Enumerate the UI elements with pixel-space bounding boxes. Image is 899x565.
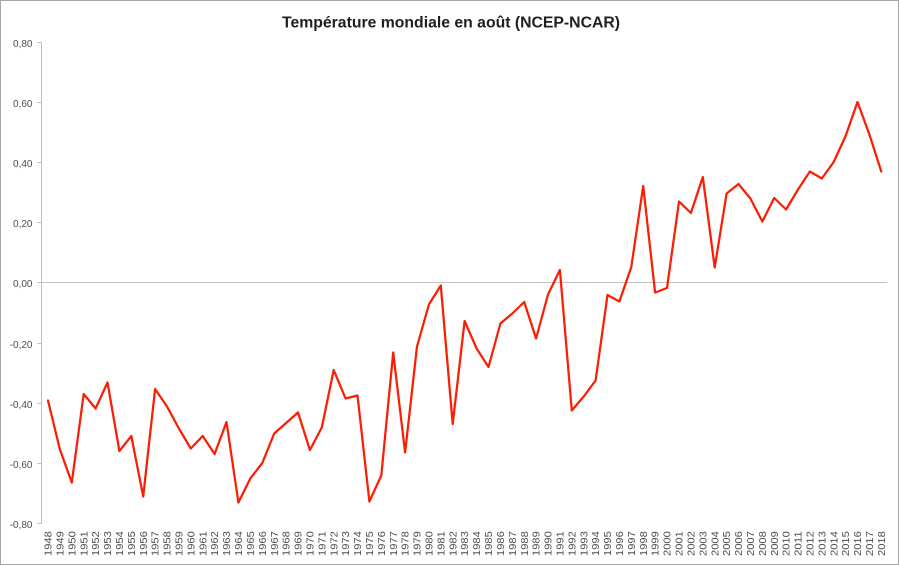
- svg-text:2010: 2010: [782, 531, 793, 556]
- svg-text:1994: 1994: [591, 531, 602, 556]
- svg-text:1957: 1957: [151, 531, 162, 556]
- svg-text:1975: 1975: [365, 531, 376, 556]
- svg-text:1980: 1980: [425, 531, 436, 556]
- svg-text:-0,20: -0,20: [10, 340, 33, 351]
- svg-text:1995: 1995: [603, 531, 614, 556]
- svg-text:1984: 1984: [472, 531, 483, 556]
- svg-text:-0,60: -0,60: [10, 460, 33, 471]
- svg-text:2014: 2014: [829, 531, 840, 556]
- svg-text:1976: 1976: [377, 531, 388, 556]
- svg-text:2008: 2008: [758, 531, 769, 556]
- svg-text:1974: 1974: [353, 531, 364, 556]
- svg-text:1954: 1954: [115, 531, 126, 556]
- svg-text:0,00: 0,00: [13, 279, 33, 290]
- svg-text:2018: 2018: [877, 531, 888, 556]
- svg-text:1982: 1982: [448, 531, 459, 556]
- svg-text:1952: 1952: [91, 531, 102, 556]
- svg-text:1971: 1971: [317, 531, 328, 556]
- svg-text:1977: 1977: [389, 531, 400, 556]
- svg-text:1961: 1961: [198, 531, 209, 556]
- svg-text:1979: 1979: [413, 531, 424, 556]
- svg-text:1958: 1958: [163, 531, 174, 556]
- svg-text:2003: 2003: [698, 531, 709, 556]
- svg-text:1948: 1948: [44, 531, 55, 556]
- svg-text:1989: 1989: [532, 531, 543, 556]
- svg-text:1963: 1963: [222, 531, 233, 556]
- svg-text:1964: 1964: [234, 531, 245, 556]
- svg-text:2016: 2016: [853, 531, 864, 556]
- svg-text:1993: 1993: [579, 531, 590, 556]
- svg-text:1996: 1996: [615, 531, 626, 556]
- svg-text:0,40: 0,40: [13, 159, 33, 170]
- svg-text:1990: 1990: [544, 531, 555, 556]
- svg-text:2001: 2001: [675, 531, 686, 556]
- svg-text:1956: 1956: [139, 531, 150, 556]
- svg-text:2011: 2011: [794, 531, 805, 556]
- svg-text:1955: 1955: [127, 531, 138, 556]
- svg-text:2004: 2004: [710, 531, 721, 556]
- svg-text:1969: 1969: [294, 531, 305, 556]
- svg-text:1973: 1973: [341, 531, 352, 556]
- svg-text:0,20: 0,20: [13, 219, 33, 230]
- svg-text:1972: 1972: [329, 531, 340, 556]
- svg-text:1965: 1965: [246, 531, 257, 556]
- svg-text:1950: 1950: [67, 531, 78, 556]
- svg-text:1997: 1997: [627, 531, 638, 556]
- svg-text:1960: 1960: [186, 531, 197, 556]
- svg-text:1951: 1951: [79, 531, 90, 556]
- svg-text:2015: 2015: [841, 531, 852, 556]
- svg-text:1966: 1966: [258, 531, 269, 556]
- svg-text:0,80: 0,80: [13, 39, 33, 50]
- svg-text:1988: 1988: [520, 531, 531, 556]
- svg-text:1983: 1983: [460, 531, 471, 556]
- svg-text:1968: 1968: [282, 531, 293, 556]
- svg-text:Température mondiale en août (: Température mondiale en août (NCEP-NCAR): [282, 14, 620, 31]
- svg-text:2017: 2017: [865, 531, 876, 556]
- svg-text:2002: 2002: [687, 531, 698, 556]
- svg-text:1986: 1986: [496, 531, 507, 556]
- svg-text:1962: 1962: [210, 531, 221, 556]
- svg-text:1992: 1992: [567, 531, 578, 556]
- svg-text:1998: 1998: [639, 531, 650, 556]
- svg-text:1953: 1953: [103, 531, 114, 556]
- svg-text:1987: 1987: [508, 531, 519, 556]
- svg-text:1959: 1959: [175, 531, 186, 556]
- svg-text:1999: 1999: [651, 531, 662, 556]
- svg-text:-0,80: -0,80: [10, 520, 33, 531]
- svg-text:2000: 2000: [663, 531, 674, 556]
- svg-text:2013: 2013: [817, 531, 828, 556]
- svg-text:2009: 2009: [770, 531, 781, 556]
- svg-text:1991: 1991: [556, 531, 567, 556]
- svg-text:2005: 2005: [722, 531, 733, 556]
- svg-text:1949: 1949: [56, 531, 67, 556]
- svg-text:1985: 1985: [484, 531, 495, 556]
- svg-text:-0,40: -0,40: [10, 400, 33, 411]
- svg-text:1970: 1970: [306, 531, 317, 556]
- svg-text:1981: 1981: [436, 531, 447, 556]
- svg-text:2006: 2006: [734, 531, 745, 556]
- svg-text:1967: 1967: [270, 531, 281, 556]
- svg-text:2007: 2007: [746, 531, 757, 556]
- svg-text:0,60: 0,60: [13, 99, 33, 110]
- svg-text:1978: 1978: [401, 531, 412, 556]
- svg-text:2012: 2012: [806, 531, 817, 556]
